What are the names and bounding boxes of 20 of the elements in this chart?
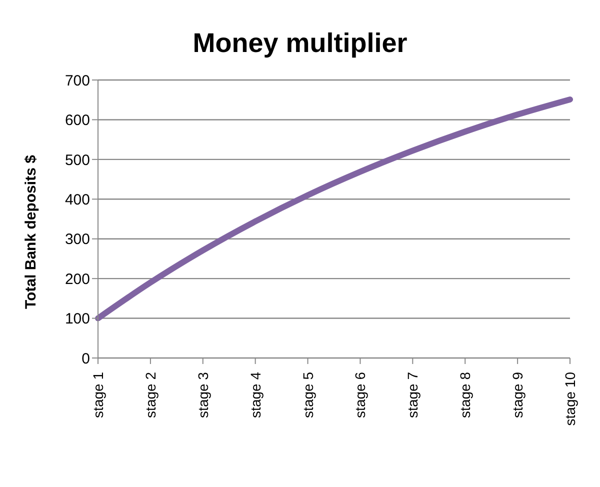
- x-tick-label: stage 6: [352, 372, 368, 418]
- x-tick-label: stage 8: [457, 372, 474, 418]
- y-tick-label: 400: [64, 191, 90, 208]
- x-tick-label: stage 9: [510, 372, 526, 418]
- x-tick-label: stage 5: [300, 372, 316, 418]
- y-tick-label: 500: [64, 152, 90, 169]
- x-tick-label: stage 10: [562, 372, 578, 426]
- x-tick-label: stage 7: [404, 372, 421, 418]
- y-tick-label: 700: [64, 72, 90, 90]
- y-tick-label: 100: [64, 310, 90, 328]
- y-tick-label: 200: [64, 270, 90, 288]
- x-tick-label: stage 2: [142, 372, 158, 418]
- x-tick-label: stage 3: [194, 372, 211, 418]
- x-tick-label: stage 1: [90, 372, 106, 418]
- chart-title: Money multiplier: [192, 28, 408, 59]
- x-tick-label: stage 4: [247, 372, 264, 418]
- y-axis-title: Total Bank deposits $: [22, 154, 40, 309]
- y-tick-label: 0: [82, 350, 90, 368]
- y-tick-label: 600: [64, 112, 90, 130]
- y-tick-label: 300: [64, 231, 90, 248]
